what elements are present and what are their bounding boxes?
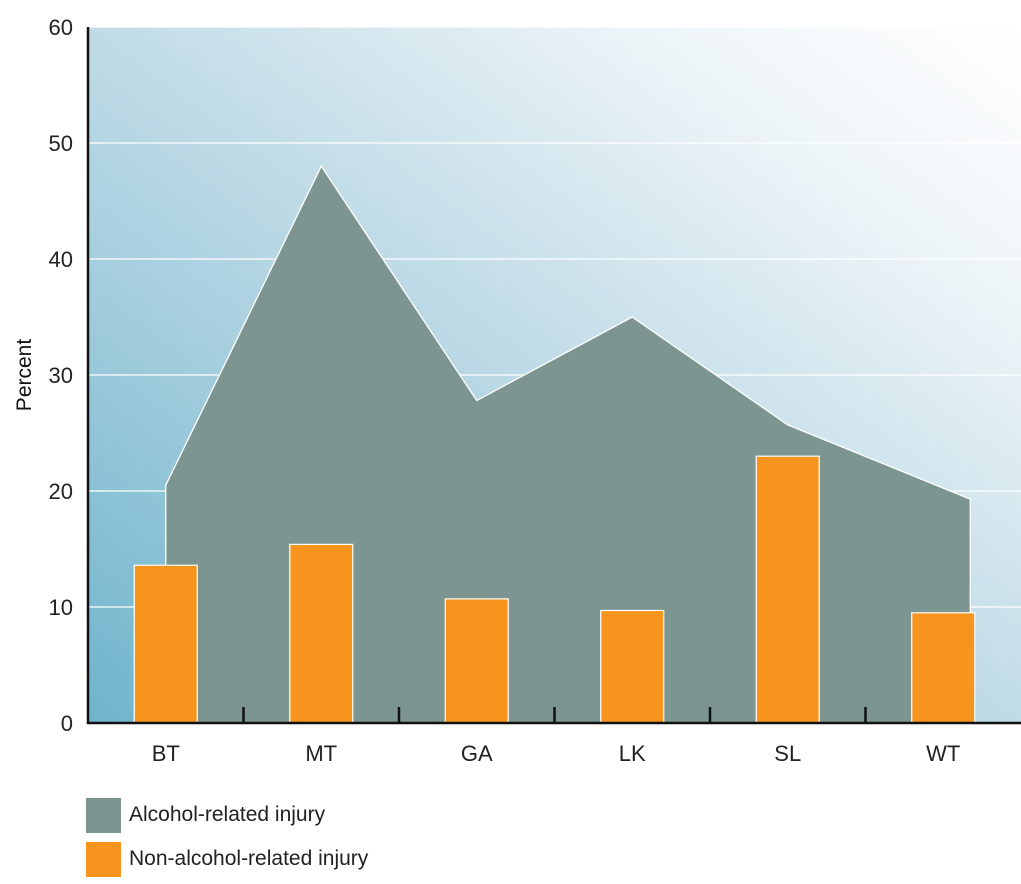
y-tick-label-50: 50 [49,131,73,156]
y-tick-label-20: 20 [49,479,73,504]
y-tick-label-10: 10 [49,595,73,620]
y-axis-title: Percent [13,339,36,412]
y-tick-label-40: 40 [49,247,73,272]
y-tick-label-30: 30 [49,363,73,388]
bar-WT [912,613,975,723]
legend-item-non-alcohol: Non-alcohol-related injury [86,840,686,878]
legend-item-alcohol: Alcohol-related injury [86,796,686,834]
bar-LK [601,610,664,723]
bar-SL [756,456,819,723]
x-tick-label-WT: WT [926,741,960,766]
y-tick-label-0: 0 [61,711,73,736]
bar-MT [290,544,353,723]
bar-GA [445,599,508,723]
legend: Alcohol-related injury Non-alcohol-relat… [86,796,686,884]
legend-label-alcohol: Alcohol-related injury [129,803,325,827]
x-tick-label-LK: LK [619,741,646,766]
legend-label-non-alcohol: Non-alcohol-related injury [129,847,368,871]
y-tick-label-60: 60 [49,15,73,40]
x-tick-label-SL: SL [774,741,801,766]
x-tick-label-GA: GA [461,741,493,766]
legend-swatch-non-alcohol [86,842,121,877]
legend-swatch-alcohol [86,798,121,833]
x-tick-label-MT: MT [305,741,337,766]
bar-BT [134,565,197,723]
x-tick-label-BT: BT [152,741,180,766]
